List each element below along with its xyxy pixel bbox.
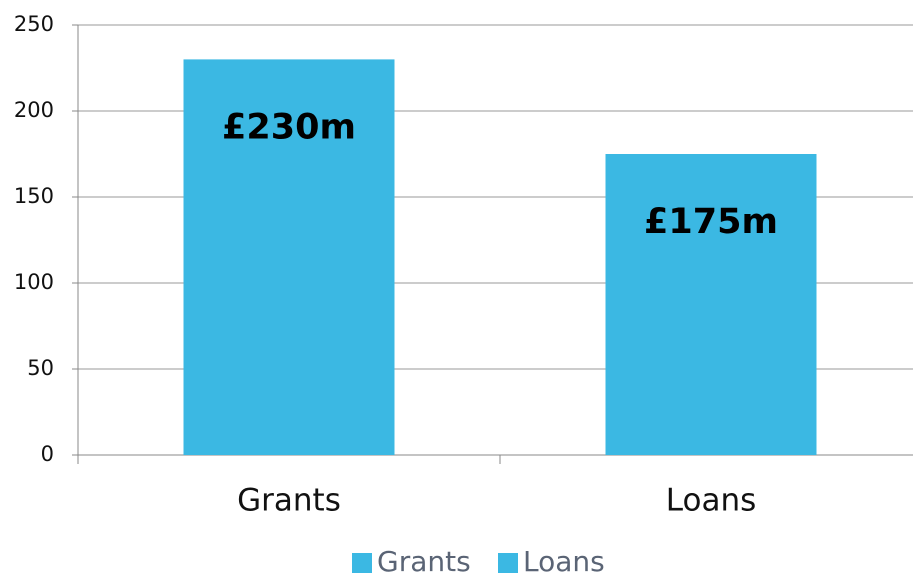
legend-label: Grants [377,545,471,576]
data-label: £230m [222,107,356,147]
x-tick-label: Grants [237,483,341,519]
legend-label: Loans [523,545,605,576]
bar [605,154,817,455]
y-tick-label: 250 [14,12,54,36]
y-tick-label: 0 [41,442,54,466]
y-tick-label: 50 [27,356,54,380]
y-tick-label: 200 [14,98,54,122]
data-label: £175m [644,202,778,242]
y-tick-label: 100 [14,270,54,294]
bar [183,59,395,456]
legend-swatch [352,553,372,573]
x-tick-label: Loans [666,483,757,519]
legend-swatch [498,553,518,573]
y-tick-label: 150 [14,184,54,208]
